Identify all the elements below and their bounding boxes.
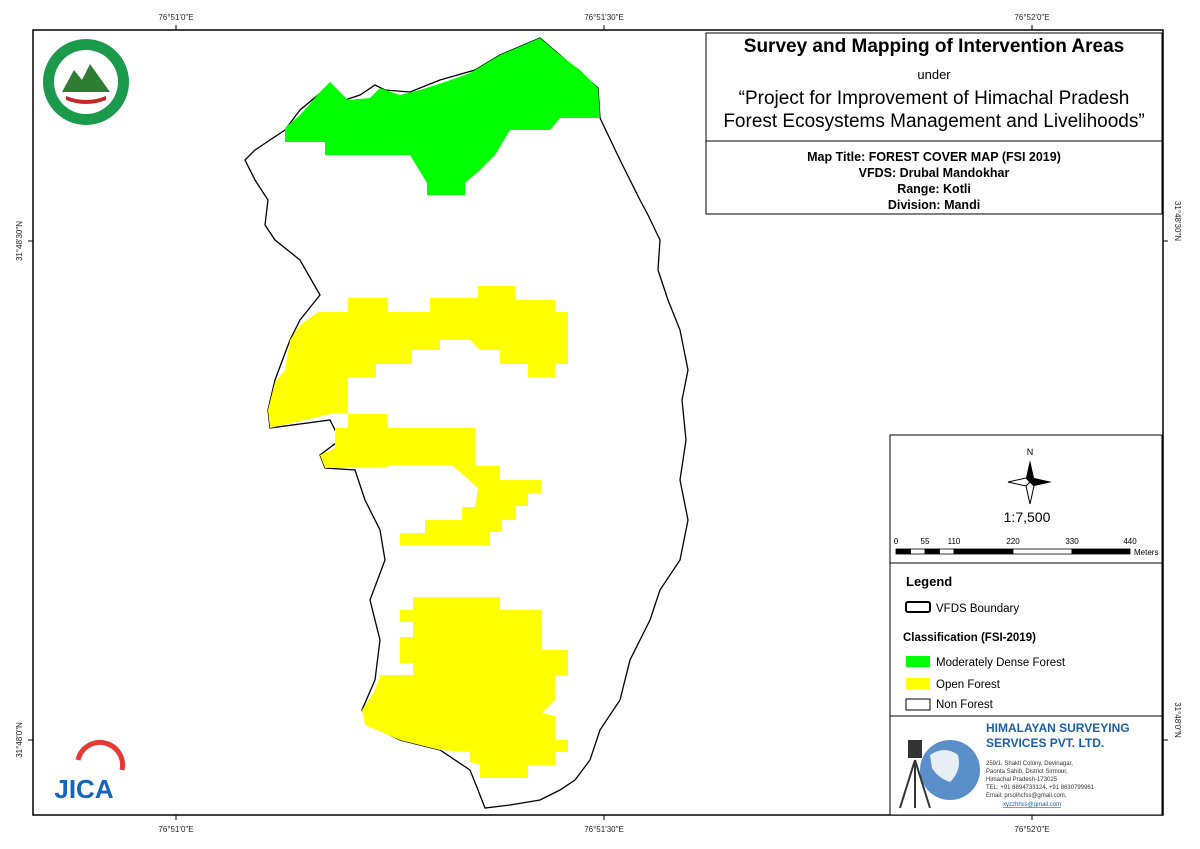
vfds-name: VFDS: Drubal Mandokhar [859, 166, 1010, 180]
scale-label: 330 [1065, 537, 1079, 546]
legend-label: VFDS Boundary [936, 603, 1019, 615]
graticule-ticks [28, 25, 1168, 820]
range-name: Range: Kotli [897, 182, 971, 196]
tripod-leg [914, 759, 931, 809]
scale-segment [939, 548, 955, 555]
scale-unit: Meters [1134, 548, 1158, 557]
scale-segment [895, 548, 911, 555]
jica-arc [75, 739, 126, 771]
subtitle: under [917, 67, 951, 82]
legend-swatch-dense [906, 656, 930, 667]
title: Survey and Mapping of Intervention Areas [744, 36, 1124, 57]
legend-label: Non Forest [936, 699, 994, 711]
map-frame [32, 29, 1164, 816]
longitude-label: 76°51'0"E [158, 825, 193, 834]
open-forest-area [268, 286, 568, 428]
company-email: xyzzhhss@gmail.com [1003, 802, 1061, 808]
scale-bar [895, 548, 1131, 555]
legend-label: Moderately Dense Forest [936, 657, 1066, 669]
jica-logo: JICA [54, 739, 126, 804]
longitude-label: 76°52'0"E [1014, 13, 1049, 22]
scale-ratio: 1:7,500 [1004, 509, 1051, 525]
scale-segment [1071, 548, 1131, 555]
scale-label: 220 [1006, 537, 1020, 546]
scale-segment [924, 548, 940, 555]
legend-swatch-boundary [905, 601, 931, 613]
latitude-label: 31°48'30"N [1173, 201, 1182, 241]
longitude-label: 76°51'30"E [584, 13, 624, 22]
tripod-leg [899, 759, 916, 809]
longitude-label: 76°51'30"E [584, 825, 624, 834]
legend-label: Open Forest [936, 679, 1001, 691]
instrument [908, 740, 922, 758]
longitude-label: 76°52'0"E [1014, 825, 1049, 834]
north-arrow-n [1026, 460, 1034, 482]
vfds-boundary [244, 37, 689, 809]
company-address: TEL: +91 8894733124, +91 8630799961 [986, 785, 1095, 791]
scale-segment [953, 548, 1014, 555]
legend-swatch-open [906, 678, 930, 689]
legend-title: Legend [906, 574, 952, 589]
logo-mountain [62, 64, 110, 92]
company-name: SERVICES PVT. LTD. [986, 736, 1104, 750]
scale-segment [910, 548, 926, 555]
latitude-label: 31°48'30"N [15, 221, 24, 261]
map-title: Map Title: FOREST COVER MAP (FSI 2019) [807, 150, 1061, 164]
title-box [705, 32, 1163, 142]
project-name: “Project for Improvement of Himachal Pra… [739, 88, 1130, 109]
company-logo [899, 740, 980, 809]
moderately-dense-forest-area [285, 38, 600, 195]
jica-text: JICA [54, 774, 113, 804]
info-box [705, 140, 1163, 215]
company-address: Email: prsolhcfss@gmail.com, [986, 793, 1067, 799]
latitude-label: 31°48'0"N [1173, 702, 1182, 738]
company-address: 259/1, Shakti Colony, Devinagar, [986, 761, 1073, 767]
scale-label: 55 [921, 537, 930, 546]
company-address: Himachal Pradesh-173025 [986, 777, 1058, 783]
legend-swatch-non [905, 698, 931, 711]
open-forest-area [320, 414, 541, 545]
company-address: Paonta Sahib, District Sirmour, [986, 769, 1068, 775]
company-name: HIMALAYAN SURVEYING [986, 721, 1130, 735]
open-forest-area [362, 597, 568, 778]
scale-label: 440 [1123, 537, 1137, 546]
scale-label: 0 [894, 537, 899, 546]
logo-base [66, 96, 106, 104]
longitude-label: 76°51'0"E [158, 13, 193, 22]
north-label: N [1027, 447, 1034, 457]
scale-label: 110 [948, 537, 961, 546]
north-arrow [1007, 460, 1052, 505]
legend-subtitle: Classification (FSI-2019) [903, 632, 1036, 644]
division-name: Division: Mandi [888, 198, 980, 212]
north-arrow-e [1030, 478, 1052, 486]
forest-department-logo [43, 39, 129, 125]
project-name: Forest Ecosystems Management and Livelih… [723, 111, 1144, 132]
scale-segment [1012, 548, 1073, 555]
globe-land [930, 750, 959, 782]
latitude-label: 31°48'0"N [15, 722, 24, 758]
